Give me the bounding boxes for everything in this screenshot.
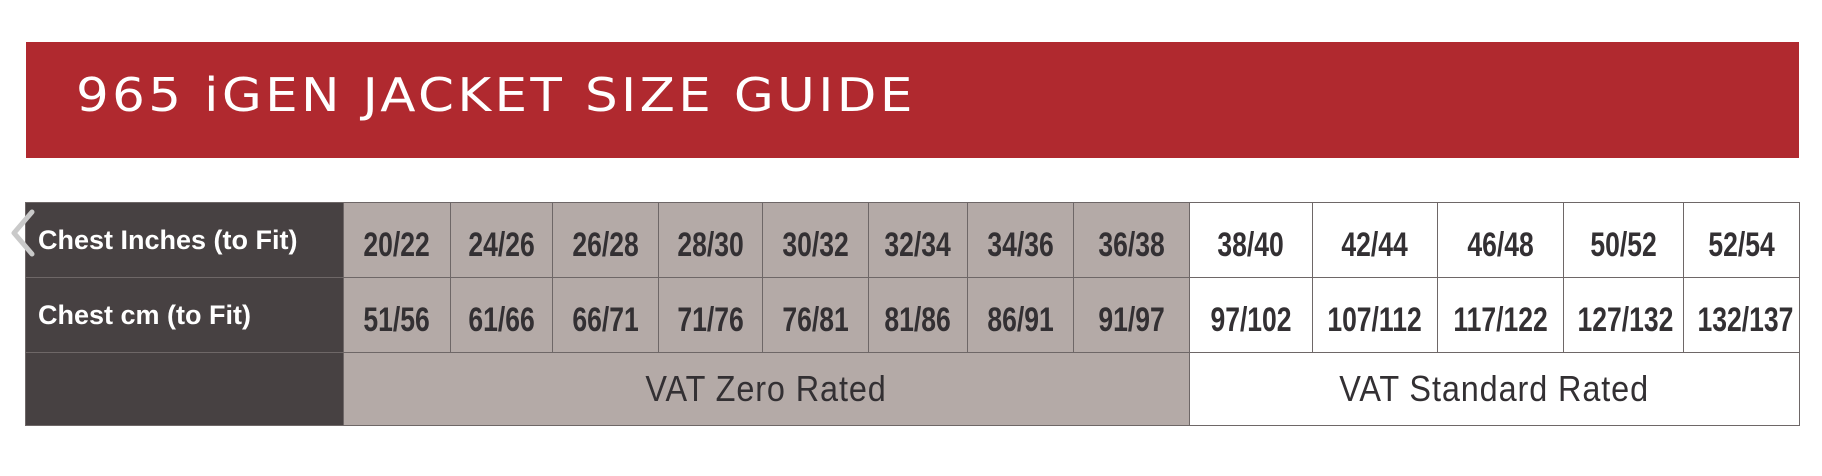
size-value: 34/36 — [987, 225, 1054, 264]
size-value: 81/86 — [884, 300, 952, 339]
size-cell: 46/48 — [1437, 202, 1564, 278]
size-value: 51/56 — [363, 300, 431, 339]
vat-standard-rated-label: VAT Standard Rated — [1339, 368, 1650, 409]
row-header-empty — [25, 352, 344, 426]
size-cell: 52/54 — [1683, 202, 1800, 278]
size-value: 28/30 — [677, 225, 744, 264]
size-value: 46/48 — [1467, 225, 1534, 264]
size-value: 20/22 — [363, 225, 431, 264]
size-value: 71/76 — [677, 300, 744, 339]
size-cell: 34/36 — [967, 202, 1074, 278]
size-cell: 127/132 — [1563, 277, 1684, 353]
size-cell: 81/86 — [868, 277, 968, 353]
size-cell: 66/71 — [552, 277, 659, 353]
size-cell: 107/112 — [1312, 277, 1438, 353]
size-value: 61/66 — [468, 300, 535, 339]
size-value: 42/44 — [1341, 225, 1409, 264]
size-cell: 36/38 — [1073, 202, 1190, 278]
size-cell: 32/34 — [868, 202, 968, 278]
size-value: 32/34 — [884, 225, 952, 264]
size-cell: 51/56 — [343, 277, 451, 353]
title-banner: 965 iGEN JACKET SIZE GUIDE — [26, 42, 1799, 158]
table-row-chest-cm: Chest cm (to Fit) 51/56 61/66 66/71 71/76 76… — [25, 277, 1800, 353]
size-guide-table: Chest Inches (to Fit) 20/22 24/26 26/28 28/… — [25, 202, 1800, 426]
size-cell: 76/81 — [762, 277, 869, 353]
size-cell: 30/32 — [762, 202, 869, 278]
size-value: 24/26 — [468, 225, 535, 264]
size-value: 76/81 — [782, 300, 849, 339]
size-value: 86/91 — [987, 300, 1054, 339]
size-cell: 26/28 — [552, 202, 659, 278]
size-cell: 42/44 — [1312, 202, 1438, 278]
table-row-vat: VAT Zero Rated VAT Standard Rated — [25, 352, 1800, 426]
size-value: 50/52 — [1590, 225, 1657, 264]
vat-zero-rated-label: VAT Zero Rated — [645, 368, 888, 409]
size-cell: 91/97 — [1073, 277, 1190, 353]
size-cell: 24/26 — [450, 202, 553, 278]
size-value: 97/102 — [1210, 300, 1292, 339]
size-value: 38/40 — [1217, 225, 1285, 264]
carousel-prev-button[interactable] — [6, 208, 40, 258]
size-value: 66/71 — [572, 300, 639, 339]
size-value: 26/28 — [572, 225, 639, 264]
table-row-chest-inches: Chest Inches (to Fit) 20/22 24/26 26/28 28/… — [25, 202, 1800, 278]
size-cell: 20/22 — [343, 202, 451, 278]
size-cell: 117/122 — [1437, 277, 1564, 353]
row-header: Chest Inches (to Fit) — [25, 202, 344, 278]
size-cell: 97/102 — [1189, 277, 1313, 353]
chevron-left-icon — [11, 209, 35, 257]
size-value: 132/137 — [1697, 300, 1794, 339]
page-title: 965 iGEN JACKET SIZE GUIDE — [76, 68, 916, 122]
size-value: 36/38 — [1098, 225, 1165, 264]
vat-zero-rated-cell: VAT Zero Rated — [343, 352, 1190, 426]
size-cell: 28/30 — [658, 202, 763, 278]
size-value: 91/97 — [1098, 300, 1165, 339]
size-cell: 50/52 — [1563, 202, 1684, 278]
size-value: 127/132 — [1577, 300, 1674, 339]
row-header: Chest cm (to Fit) — [25, 277, 344, 353]
vat-standard-rated-cell: VAT Standard Rated — [1189, 352, 1800, 426]
size-cell: 132/137 — [1683, 277, 1800, 353]
size-value: 117/122 — [1453, 300, 1548, 339]
size-cell: 61/66 — [450, 277, 553, 353]
size-cell: 38/40 — [1189, 202, 1313, 278]
size-value: 107/112 — [1327, 300, 1423, 339]
size-cell: 86/91 — [967, 277, 1074, 353]
size-value: 30/32 — [782, 225, 849, 264]
size-value: 52/54 — [1708, 225, 1775, 264]
size-cell: 71/76 — [658, 277, 763, 353]
